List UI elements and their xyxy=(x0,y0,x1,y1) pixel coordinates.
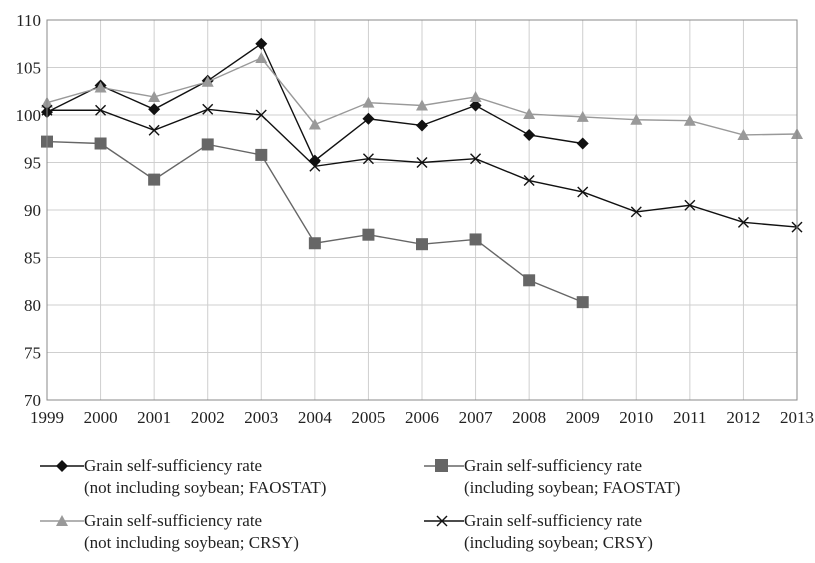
legend-label-line2: (not including soybean; CRSY) xyxy=(84,533,299,552)
x-tick-label: 1999 xyxy=(30,408,64,427)
data-series xyxy=(41,37,803,309)
x-tick-label: 2008 xyxy=(512,408,546,427)
data-point xyxy=(684,199,696,211)
legend-label-line2: (including soybean; CRSY) xyxy=(464,533,653,552)
data-point xyxy=(630,113,643,125)
plot-frame xyxy=(46,19,798,401)
data-point xyxy=(416,157,428,168)
legend-item-series-1: Grain self-sufficiency rate (not includi… xyxy=(40,455,326,499)
legend-label-line1: Grain self-sufficiency rate xyxy=(84,456,263,475)
y-axis-tick-labels: 70 75 80 85 90 95 100 105 110 xyxy=(16,11,42,410)
series-1 xyxy=(41,37,589,167)
legend-marker-diamond-icon xyxy=(40,460,84,472)
x-tick-label: 2012 xyxy=(726,408,760,427)
x-tick-label: 2009 xyxy=(566,408,600,427)
data-point xyxy=(737,128,750,140)
data-point xyxy=(309,160,321,172)
x-tick-label: 2000 xyxy=(84,408,118,427)
y-tick-label: 75 xyxy=(24,344,41,363)
legend-label-line2: (including soybean; FAOSTAT) xyxy=(464,478,681,497)
data-point xyxy=(255,109,267,121)
series-2 xyxy=(41,135,589,309)
x-tick-label: 2013 xyxy=(780,408,814,427)
y-tick-label: 110 xyxy=(16,11,41,30)
y-tick-label: 90 xyxy=(24,201,41,220)
y-tick-label: 95 xyxy=(24,154,41,173)
data-point xyxy=(683,114,696,126)
data-point xyxy=(148,173,161,186)
x-tick-label: 2003 xyxy=(244,408,278,427)
data-point xyxy=(308,154,321,167)
data-point xyxy=(416,99,428,111)
data-point xyxy=(523,274,536,287)
legend-item-series-2: Grain self-sufficiency rate (including s… xyxy=(420,455,680,499)
data-point xyxy=(469,90,482,102)
data-point xyxy=(737,216,749,228)
legend-label-line1: Grain self-sufficiency rate xyxy=(464,511,643,530)
data-point xyxy=(362,153,374,165)
legend-marker-square-icon xyxy=(424,459,464,472)
x-tick-label: 2001 xyxy=(137,408,171,427)
data-point xyxy=(630,206,642,218)
data-point xyxy=(416,119,428,132)
data-point xyxy=(94,137,107,150)
data-point xyxy=(576,137,589,150)
data-point xyxy=(577,186,589,198)
y-tick-label: 85 xyxy=(24,249,41,268)
data-point xyxy=(201,138,214,151)
x-tick-label: 2004 xyxy=(298,408,333,427)
data-point xyxy=(95,104,107,116)
data-point xyxy=(201,75,214,87)
legend-item-series-4: Grain self-sufficiency rate (including s… xyxy=(420,510,653,554)
legend-label-line1: Grain self-sufficiency rate xyxy=(84,511,263,530)
data-point xyxy=(308,118,321,130)
line-chart: 70 75 80 85 90 95 100 105 110 1999 2000 2001 2002 20… xyxy=(16,11,815,427)
legend-item-series-3: Grain self-sufficiency rate (not includi… xyxy=(40,510,299,554)
data-point xyxy=(469,233,482,246)
legend-label-line2: (not including soybean; FAOSTAT) xyxy=(84,478,327,497)
data-point xyxy=(576,110,589,122)
gridlines xyxy=(47,19,797,401)
x-tick-label: 2002 xyxy=(191,408,225,427)
series-4 xyxy=(41,103,803,233)
data-point xyxy=(469,99,482,112)
y-tick-label: 80 xyxy=(24,296,41,315)
data-point xyxy=(470,153,482,165)
x-tick-label: 2007 xyxy=(459,408,494,427)
x-tick-label: 2010 xyxy=(619,408,653,427)
y-tick-label: 70 xyxy=(24,391,41,410)
data-point xyxy=(148,124,160,136)
data-point xyxy=(255,52,268,63)
data-point xyxy=(255,37,268,50)
legend: Grain self-sufficiency rate (not includi… xyxy=(0,450,815,563)
data-point xyxy=(523,175,535,187)
x-tick-label: 2011 xyxy=(673,408,706,427)
data-point xyxy=(255,148,268,161)
legend-label-line1: Grain self-sufficiency rate xyxy=(464,456,643,475)
legend-marker-x-icon xyxy=(424,515,464,527)
y-tick-label: 105 xyxy=(16,59,42,78)
x-tick-label: 2006 xyxy=(405,408,439,427)
x-tick-label: 2005 xyxy=(351,408,385,427)
x-axis-tick-labels: 1999 2000 2001 2002 2003 2004 2005 2006 2007 2008… xyxy=(30,408,814,427)
legend-marker-triangle-icon xyxy=(40,515,84,526)
series-3 xyxy=(41,52,803,140)
data-point xyxy=(308,237,321,250)
data-point xyxy=(362,96,375,108)
data-point xyxy=(202,103,214,115)
data-point xyxy=(523,128,536,141)
data-point xyxy=(148,103,161,116)
data-point xyxy=(576,296,589,309)
data-point xyxy=(148,90,161,102)
y-tick-label: 100 xyxy=(16,106,42,125)
data-point xyxy=(94,81,107,93)
data-point xyxy=(523,108,536,120)
data-point xyxy=(362,112,375,125)
data-point xyxy=(362,228,375,241)
data-point xyxy=(416,238,428,251)
